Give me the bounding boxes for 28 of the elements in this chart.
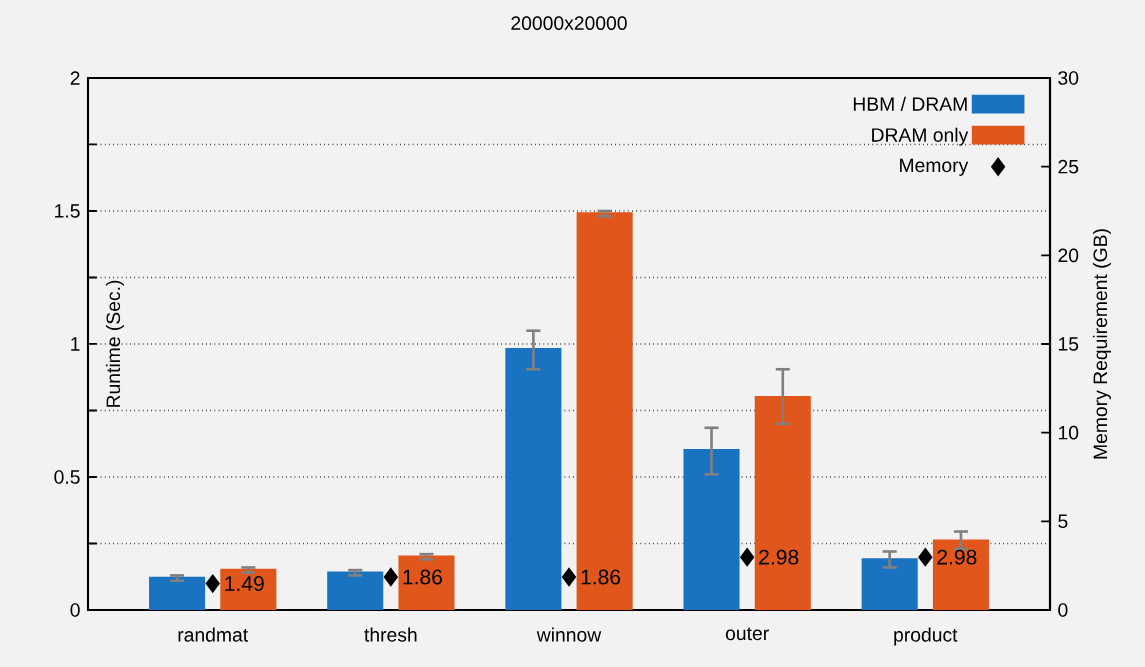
y-tick-label: 2 (70, 71, 80, 85)
data-label: 2.98 (759, 549, 799, 565)
chart-title: 20000x20000 (511, 16, 627, 30)
legend-label: DRAM only (872, 127, 969, 146)
y-axis-title: Runtime (Sec.) (105, 280, 124, 407)
y2-tick-label: 30 (1058, 71, 1079, 85)
data-label: 2.98 (937, 549, 977, 565)
y-tick-label: 1.5 (55, 204, 80, 218)
x-tick-label: randmat (178, 627, 249, 642)
y2-tick-label: 5 (1058, 514, 1068, 529)
x-tick-label: winnow (536, 627, 602, 642)
y-tick-label: 1 (71, 337, 80, 351)
legend-label: HBM / DRAM (853, 96, 967, 111)
data-label: 1.86 (581, 569, 621, 585)
data-label: 1.49 (225, 576, 264, 592)
y2-tick-label: 0 (1058, 603, 1068, 617)
legend-label: Memory (900, 158, 969, 176)
x-tick-label: thresh (364, 627, 417, 642)
y-tick-label: 0 (70, 603, 80, 617)
y-tick-label: 0.5 (54, 470, 80, 484)
x-tick-label: product (894, 627, 958, 646)
y2-tick-label: 20 (1058, 248, 1079, 263)
data-label: 1.86 (403, 569, 442, 585)
y2-tick-label: 10 (1058, 425, 1079, 440)
y2-tick-label: 15 (1058, 337, 1079, 351)
y2-tick-label: 25 (1058, 159, 1079, 174)
x-tick-label: outer (725, 627, 769, 641)
y2-axis-title: Memory Requirement (GB) (1092, 229, 1111, 459)
